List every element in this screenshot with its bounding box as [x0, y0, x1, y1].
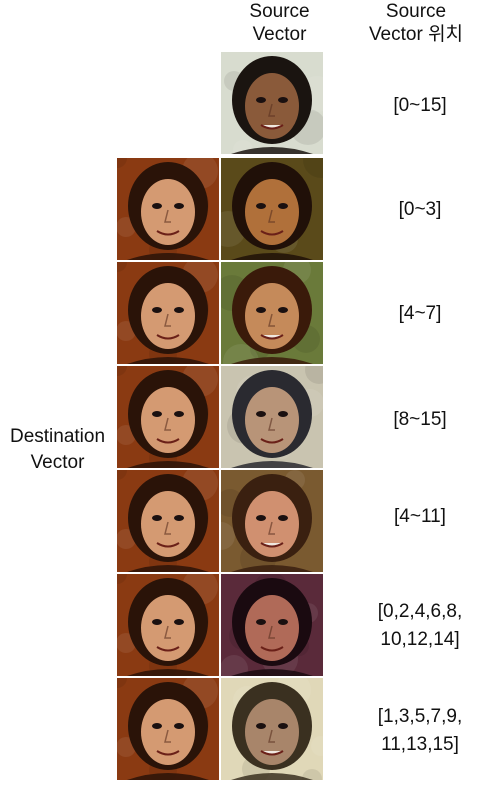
row-3-position-line-1: [8~15] — [393, 409, 447, 430]
row-5-position-line-1: [0,2,4,6,8, — [377, 601, 463, 622]
face-portrait — [221, 52, 323, 154]
result-face-image-row-1 — [221, 158, 323, 260]
face-portrait — [221, 470, 323, 572]
face-portrait — [221, 366, 323, 468]
row-6-position-line-2: 11,13,15] — [381, 734, 459, 755]
row-1-position-label: [0~3] — [330, 196, 482, 224]
face-portrait — [221, 574, 323, 676]
row-4-position-line-1: [4~11] — [394, 506, 446, 527]
row-6-position-line-1: [1,3,5,7,9, — [377, 706, 463, 727]
destination-vector-label-line-2: Vector — [30, 452, 85, 473]
source-vector-position-header-line-1: Source — [385, 1, 447, 22]
row-2-position-label: [4~7] — [330, 300, 482, 328]
source-vector-header-line-2: Vector — [252, 24, 307, 45]
source-vector-header: Source Vector — [222, 0, 337, 46]
face-portrait — [221, 678, 323, 780]
face-portrait — [117, 574, 219, 676]
face-portrait — [221, 158, 323, 260]
row-0-position-line-1: [0~15] — [393, 95, 447, 116]
source-vector-position-header: Source Vector 위치 — [350, 0, 482, 46]
row-1-position-line-1: [0~3] — [398, 199, 442, 220]
face-portrait — [221, 262, 323, 364]
face-portrait — [117, 158, 219, 260]
destination-face-image-row-5 — [117, 574, 219, 676]
face-portrait — [117, 678, 219, 780]
destination-face-image-row-2 — [117, 262, 219, 364]
destination-face-image-row-1 — [117, 158, 219, 260]
row-3-position-label: [8~15] — [330, 406, 482, 434]
face-portrait — [117, 262, 219, 364]
result-face-image-row-3 — [221, 366, 323, 468]
source-face-image-row-0 — [221, 52, 323, 154]
result-face-image-row-4 — [221, 470, 323, 572]
row-4-position-label: [4~11] — [330, 503, 482, 531]
result-face-image-row-6 — [221, 678, 323, 780]
destination-face-image-row-6 — [117, 678, 219, 780]
result-face-image-row-2 — [221, 262, 323, 364]
source-vector-position-header-line-2: Vector 위치 — [368, 24, 464, 45]
row-2-position-line-1: [4~7] — [398, 303, 442, 324]
source-vector-header-line-1: Source — [249, 1, 310, 22]
row-5-position-line-2: 10,12,14] — [380, 629, 460, 650]
face-portrait — [117, 470, 219, 572]
row-5-position-label: [0,2,4,6,8, 10,12,14] — [330, 598, 482, 654]
row-0-position-label: [0~15] — [330, 92, 482, 120]
face-portrait — [117, 366, 219, 468]
destination-vector-label-line-1: Destination — [9, 426, 106, 447]
destination-face-image-row-4 — [117, 470, 219, 572]
result-face-image-row-5 — [221, 574, 323, 676]
row-6-position-label: [1,3,5,7,9, 11,13,15] — [330, 703, 482, 759]
destination-vector-label: Destination Vector — [0, 424, 115, 476]
destination-face-image-row-3 — [117, 366, 219, 468]
